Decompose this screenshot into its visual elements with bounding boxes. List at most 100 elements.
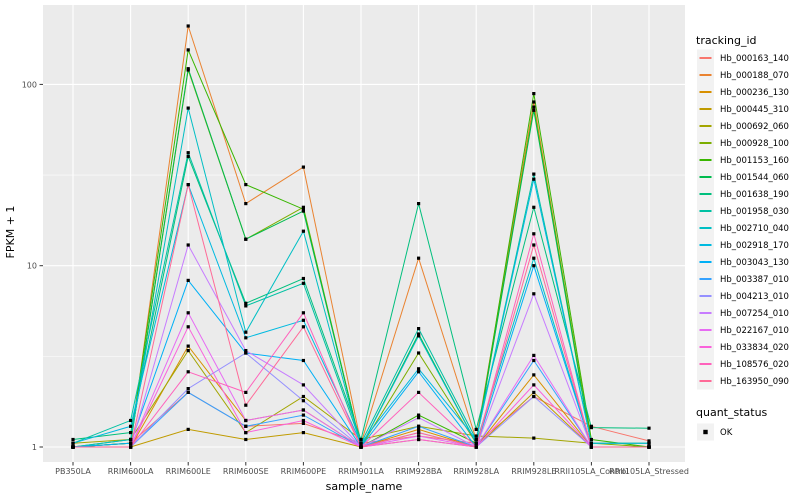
data-point xyxy=(301,165,305,169)
x-tick-label: RRII105LA_Stressed xyxy=(609,467,689,476)
y-tick-label: 100 xyxy=(22,80,37,89)
data-point xyxy=(186,344,190,348)
x-tick-label: RRIM600PE xyxy=(281,467,327,476)
data-point xyxy=(532,353,536,357)
data-point xyxy=(129,424,133,428)
data-point xyxy=(301,431,305,435)
data-point xyxy=(244,330,248,334)
data-point xyxy=(129,418,133,423)
data-point xyxy=(359,441,363,445)
data-point xyxy=(532,390,536,394)
data-point xyxy=(301,209,305,213)
data-point xyxy=(532,292,536,296)
data-point xyxy=(532,105,536,109)
quant-legend-label: OK xyxy=(720,428,733,438)
data-point xyxy=(532,394,536,399)
data-point xyxy=(532,92,536,96)
data-point xyxy=(244,183,248,187)
data-point xyxy=(186,151,190,155)
legend-label: Hb_163950_090 xyxy=(720,377,789,387)
data-point xyxy=(244,351,248,355)
data-point xyxy=(244,418,248,423)
legend-label: Hb_001638_190 xyxy=(720,190,789,200)
x-tick-label: PB350LA xyxy=(55,467,91,476)
legend-title-quant-status: quant_status xyxy=(696,406,768,419)
data-point xyxy=(186,387,190,391)
data-point xyxy=(301,358,305,363)
data-point xyxy=(301,383,305,387)
data-point xyxy=(417,437,421,442)
data-point xyxy=(301,421,305,425)
data-point xyxy=(417,434,421,438)
data-point xyxy=(301,418,305,423)
data-point xyxy=(129,437,133,442)
data-point xyxy=(359,437,363,442)
data-point xyxy=(417,332,421,336)
y-tick-label: 1 xyxy=(32,443,37,452)
data-point xyxy=(301,408,305,412)
data-point xyxy=(532,177,536,181)
data-point xyxy=(186,106,190,110)
data-point xyxy=(532,108,536,112)
data-point xyxy=(301,399,305,403)
axes: 1 10 100 PB350LA RRIM600LA RRIM600LE RRIM600SE… xyxy=(22,80,689,476)
legend-title-tracking-id: tracking_id xyxy=(696,34,757,47)
legend-label: Hb_000188_070 xyxy=(720,71,789,81)
data-point xyxy=(301,205,305,209)
data-point xyxy=(532,100,536,104)
data-point xyxy=(647,445,651,449)
x-tick-label: RRIM600LE xyxy=(166,467,211,476)
x-tick-label: RRIM928BA xyxy=(395,467,442,476)
data-point xyxy=(71,441,75,445)
data-point xyxy=(532,436,536,440)
data-point xyxy=(244,403,248,407)
data-point xyxy=(301,413,305,417)
data-point xyxy=(301,311,305,315)
x-tick-label: RRIM600LA xyxy=(108,467,154,476)
legend-label: Hb_000445_310 xyxy=(720,105,789,115)
data-point xyxy=(417,202,421,206)
data-point xyxy=(532,232,536,236)
legend-label: Hb_000163_140 xyxy=(720,54,789,64)
data-point xyxy=(301,207,305,211)
data-point xyxy=(474,445,478,449)
legend-label: Hb_004213_010 xyxy=(720,292,789,302)
data-point xyxy=(532,358,536,363)
data-point xyxy=(129,431,133,435)
data-point xyxy=(186,325,190,329)
data-point xyxy=(129,445,133,449)
legend-label: Hb_022167_010 xyxy=(720,326,789,336)
legend-label: Hb_108576_020 xyxy=(720,360,789,370)
data-point xyxy=(417,367,421,371)
data-point xyxy=(71,445,75,449)
data-point xyxy=(301,318,305,322)
data-point xyxy=(532,172,536,176)
legend-quant-status: OK xyxy=(697,423,733,441)
data-point xyxy=(244,202,248,206)
data-point xyxy=(532,205,536,209)
data-point xyxy=(244,431,248,435)
data-point xyxy=(532,383,536,387)
data-point xyxy=(186,24,190,28)
x-axis-title: sample_name xyxy=(326,480,403,493)
data-point xyxy=(532,264,536,268)
data-point xyxy=(532,373,536,377)
data-point xyxy=(474,427,478,431)
y-tick-label: 10 xyxy=(27,262,37,271)
data-point xyxy=(417,256,421,260)
x-tick-label: RRII105LA_Control xyxy=(554,467,628,476)
data-point xyxy=(186,349,190,353)
data-point xyxy=(647,441,651,445)
data-point xyxy=(589,441,593,445)
data-point xyxy=(301,325,305,329)
data-point xyxy=(417,424,421,428)
data-points xyxy=(71,24,651,449)
data-point xyxy=(359,445,363,449)
data-point xyxy=(244,304,248,308)
data-point xyxy=(186,183,190,187)
data-point xyxy=(301,229,305,233)
data-point xyxy=(589,445,593,449)
legend-label: Hb_002710_040 xyxy=(720,224,789,234)
data-point xyxy=(474,434,478,438)
